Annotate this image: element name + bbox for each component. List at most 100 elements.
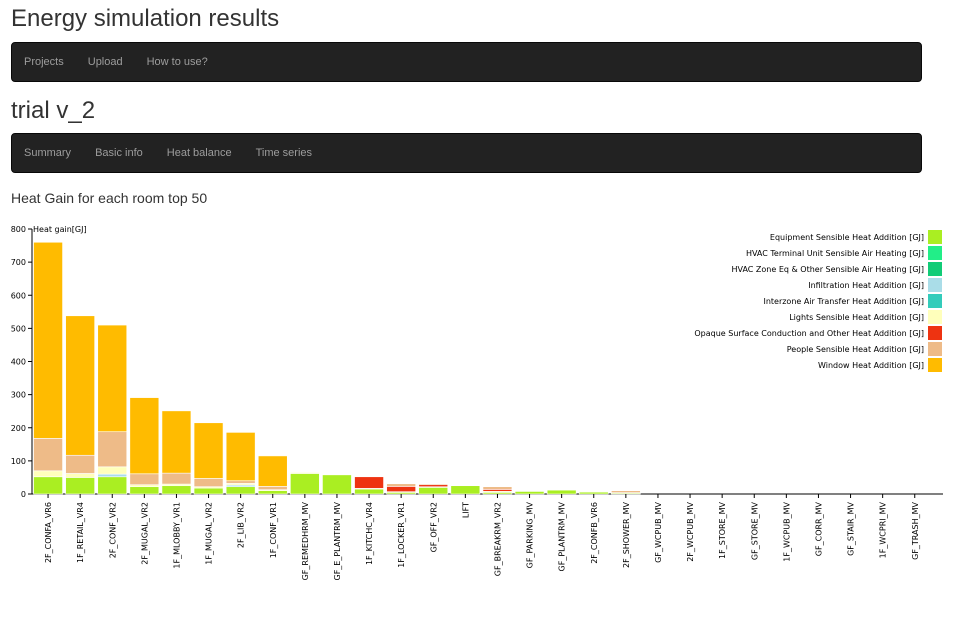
- y-tick-label: 0: [21, 490, 26, 499]
- x-tick-label: 1F_RETAIL_VR4: [76, 502, 85, 563]
- x-tick-label: 1F_MUGAL_VR2: [205, 502, 214, 565]
- x-tick-label: GF_PARKING_MV: [526, 501, 535, 568]
- x-tick-label: 1F_KITCHC_VR4: [365, 502, 374, 565]
- bar-segment: [257, 490, 288, 495]
- bar-segment: [514, 491, 545, 495]
- legend-label: Lights Sensible Heat Addition [GJ]: [789, 313, 924, 322]
- top-navbar: Projects Upload How to use?: [11, 42, 922, 82]
- x-tick-label: 2F_CONFA_VR6: [44, 502, 53, 563]
- bar-segment: [129, 486, 160, 495]
- bar-segment: [290, 473, 320, 495]
- legend-swatch: [928, 358, 942, 372]
- legend-label: HVAC Zone Eq & Other Sensible Air Heatin…: [731, 265, 924, 274]
- legend-swatch: [928, 278, 942, 292]
- x-tick-label: GF_E_PLANTRM_MV: [333, 501, 342, 580]
- bar-segment: [290, 472, 320, 474]
- x-tick-label: 1F_MLOBBY_VR1: [172, 502, 181, 569]
- y-tick-label: 400: [11, 358, 26, 367]
- bar-segment: [322, 474, 352, 495]
- x-tick-label: 1F_LOCKER_VR1: [397, 502, 406, 568]
- x-tick-label: GF_PLANTRM_MV: [558, 501, 567, 571]
- legend-swatch: [928, 262, 942, 276]
- legend-swatch: [928, 230, 942, 244]
- bar-segment: [322, 473, 352, 476]
- heat-gain-stacked-bar-chart: 0 100 200 300 400 500 600 700 800 Heat gain[GJ] 2F…: [11, 225, 943, 581]
- x-tick-label: 2F_CONF_VR2: [108, 502, 117, 558]
- x-tick-label: 1F_CONF_VR1: [269, 502, 278, 558]
- project-navbar: Summary Basic info Heat balance Time ser…: [11, 133, 922, 173]
- bar-segment: [418, 483, 449, 486]
- bar-segment: [33, 470, 63, 478]
- tab-summary[interactable]: Summary: [24, 147, 72, 159]
- bar-segment: [97, 324, 128, 433]
- legend-label: People Sensible Heat Addition [GJ]: [787, 345, 924, 354]
- bar-segment: [193, 478, 224, 488]
- tab-basic-info[interactable]: Basic info: [95, 147, 143, 159]
- y-tick-label: 500: [11, 324, 26, 333]
- x-tick-label: GF_CORR_MV: [814, 501, 823, 556]
- bar-segment: [546, 489, 577, 495]
- y-axis-label: Heat gain[GJ]: [33, 225, 87, 234]
- bar-segment: [65, 473, 95, 478]
- x-tick-label: 1F_WCPUB_MV: [782, 501, 791, 561]
- x-tick-label: LIFT: [461, 502, 470, 518]
- bar-segment: [65, 454, 95, 474]
- x-tick-label: GF_REMEDHRM_MV: [301, 501, 310, 580]
- bar-segment: [386, 483, 416, 487]
- y-tick-label: 700: [11, 258, 26, 267]
- legend-swatch: [928, 246, 942, 260]
- x-tick-label: GF_OFF_VR2: [429, 502, 438, 552]
- bar-segment: [418, 487, 449, 495]
- bar-segment: [65, 477, 95, 495]
- y-tick-label: 100: [11, 457, 26, 466]
- bar-segment: [33, 241, 63, 439]
- bar-segment: [97, 466, 128, 475]
- bar-segment: [578, 491, 609, 493]
- nav-item-projects[interactable]: Projects: [24, 56, 64, 68]
- bar-segment: [129, 473, 160, 486]
- x-tick-label: GF_STORE_MV: [750, 501, 759, 560]
- x-tick-label: 2F_CONFB_VR6: [590, 502, 599, 564]
- x-tick-label: GF_STAIR_MV: [847, 501, 856, 555]
- bar-segment: [161, 410, 192, 474]
- legend-label: Equipment Sensible Heat Addition [GJ]: [770, 233, 924, 242]
- x-tick-label: GF_BREAKRM_VR2: [493, 502, 502, 576]
- tab-time-series[interactable]: Time series: [255, 147, 313, 159]
- bar-segment: [33, 476, 63, 495]
- nav-item-how-to-use[interactable]: How to use?: [146, 56, 208, 68]
- x-tick-label: 2F_LIB_VR2: [237, 502, 246, 548]
- legend-label: Opaque Surface Conduction and Other Heat…: [694, 329, 924, 338]
- x-tick-label: GF_WCPUB_MV: [654, 501, 663, 562]
- bar-segment: [386, 486, 416, 492]
- bar-segment: [354, 476, 384, 489]
- legend-label: HVAC Terminal Unit Sensible Air Heating …: [746, 249, 924, 258]
- project-title: trial v_2: [11, 97, 96, 124]
- legend-label: Interzone Air Transfer Heat Addition [GJ…: [763, 297, 924, 306]
- bar-segment: [514, 490, 545, 492]
- legend-swatch: [928, 294, 942, 308]
- legend-swatch: [928, 310, 942, 324]
- x-tick-label: GF_TRASH_MV: [911, 501, 920, 559]
- app-title: Energy simulation results: [11, 5, 280, 32]
- bar-segment: [33, 438, 63, 472]
- x-tick-label: 2F_SHOWER_MV: [622, 501, 631, 568]
- bar-segment: [193, 422, 224, 479]
- tab-heat-balance[interactable]: Heat balance: [166, 147, 232, 159]
- x-tick-label: 2F_MUGAL_VR2: [140, 502, 149, 565]
- bar-segment: [611, 490, 641, 493]
- bar-segment: [257, 455, 288, 487]
- y-tick-label: 300: [11, 391, 26, 400]
- x-tick-label: 1F_STORE_MV: [718, 501, 727, 558]
- bar-segment: [257, 486, 288, 490]
- y-tick-label: 600: [11, 291, 26, 300]
- bar-segment: [97, 476, 128, 495]
- y-tick-label: 800: [11, 225, 26, 234]
- nav-item-upload[interactable]: Upload: [87, 56, 123, 68]
- bar-segment: [354, 488, 384, 495]
- bar-segment: [65, 315, 95, 456]
- bar-segment: [161, 472, 192, 485]
- x-tick-label: 1F_WCPRI_MV: [879, 501, 888, 558]
- x-tick-label: 2F_WCPUB_MV: [686, 501, 695, 561]
- legend-swatch: [928, 342, 942, 356]
- bar-segment: [225, 432, 256, 482]
